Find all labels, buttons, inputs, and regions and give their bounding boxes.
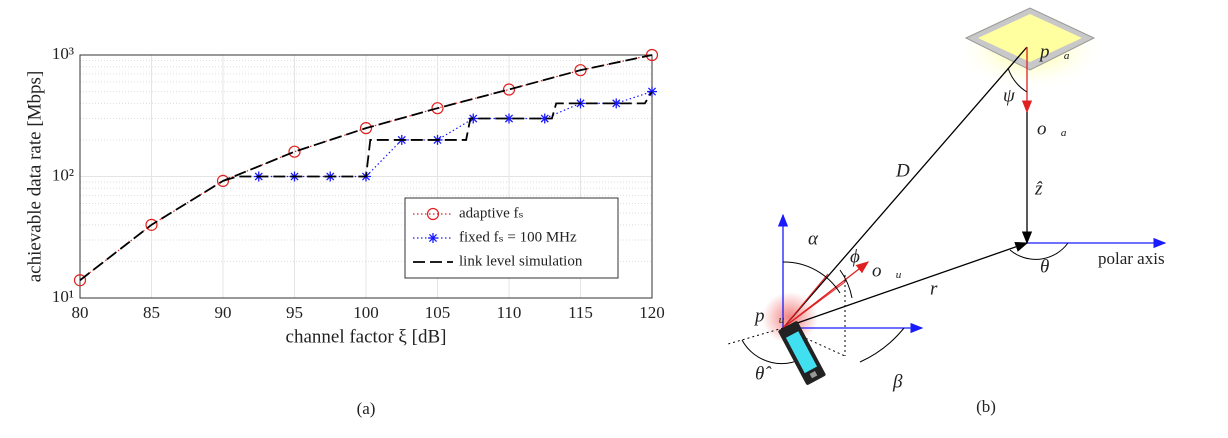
marker (611, 98, 622, 109)
x-tick-label: 80 (72, 303, 89, 322)
marker (647, 86, 657, 97)
label: ϕ (850, 246, 860, 267)
label: β (892, 371, 903, 392)
marker (288, 145, 301, 158)
label: polar axis (1098, 249, 1165, 268)
series-line (79, 54, 653, 281)
label: θ (1040, 256, 1049, 277)
y-tick-label: 10² (52, 165, 74, 184)
caption: (b) (976, 397, 996, 416)
arc-phi (839, 269, 853, 299)
label: p⃗ᵤ (753, 305, 785, 326)
arc-alpha (782, 261, 841, 294)
label: o⃗ₐ (1037, 118, 1067, 139)
x-tick-label: 100 (353, 303, 379, 322)
ray (782, 273, 829, 329)
y-tick-label: 10¹ (52, 287, 74, 306)
marker (359, 122, 373, 135)
marker (504, 113, 514, 124)
marker (428, 233, 438, 243)
label: o⃗ᵤ (872, 260, 902, 281)
lamp-face (978, 14, 1082, 62)
legend (404, 197, 619, 279)
label: p⃗ₐ (1038, 41, 1070, 62)
label: ψ (1003, 85, 1016, 106)
arc-theta (1009, 242, 1069, 260)
marker (539, 113, 550, 124)
marker (426, 207, 440, 221)
marker (73, 274, 87, 287)
plot-frame (79, 54, 653, 299)
y-axis-label: achievable data rate [Mbps] (24, 71, 45, 283)
beam (762, 292, 818, 344)
x-tick-label: 115 (568, 303, 593, 322)
arc-beta (859, 327, 905, 363)
marker (502, 83, 516, 96)
x-tick-label: 95 (286, 303, 303, 322)
x-tick-label: 110 (497, 303, 522, 322)
line-r (782, 241, 1029, 329)
label: ẑ (1034, 178, 1043, 199)
series-line (79, 54, 653, 281)
diagram: p⃗ₐ ψ o⃗ₐ ẑ D α ϕ o⃗ᵤ r θ polar axis p⃗ᵤ… (727, 7, 1167, 416)
marker (145, 218, 158, 231)
chart: 80 85 90 95 100 105 110 115 120 10¹ 10² 10³ channel … (24, 44, 664, 347)
y-tick-label: 10³ (52, 44, 74, 63)
x-tick-label: 120 (639, 303, 665, 322)
x-tick-label: 105 (425, 303, 451, 322)
ray (782, 299, 821, 329)
legend-label: link level simulation (459, 253, 583, 269)
arc-psi (1007, 67, 1028, 93)
label: θ̂ (755, 363, 772, 384)
phone (778, 321, 826, 385)
x-axis-label: channel factor ξ [dB] (286, 326, 447, 347)
marker (216, 174, 230, 187)
legend-label: fixed fₛ = 100 MHz (459, 229, 577, 245)
marker (574, 64, 587, 77)
marker (431, 102, 444, 115)
label: r (930, 278, 938, 299)
caption: (a) (357, 399, 376, 418)
marker (645, 48, 659, 62)
line-d (782, 46, 1028, 329)
label: α (808, 228, 819, 249)
label: D (895, 160, 910, 181)
x-tick-label: 90 (215, 303, 232, 322)
legend-label: adaptive fₛ (459, 205, 524, 221)
x-tick-label: 85 (143, 303, 160, 322)
